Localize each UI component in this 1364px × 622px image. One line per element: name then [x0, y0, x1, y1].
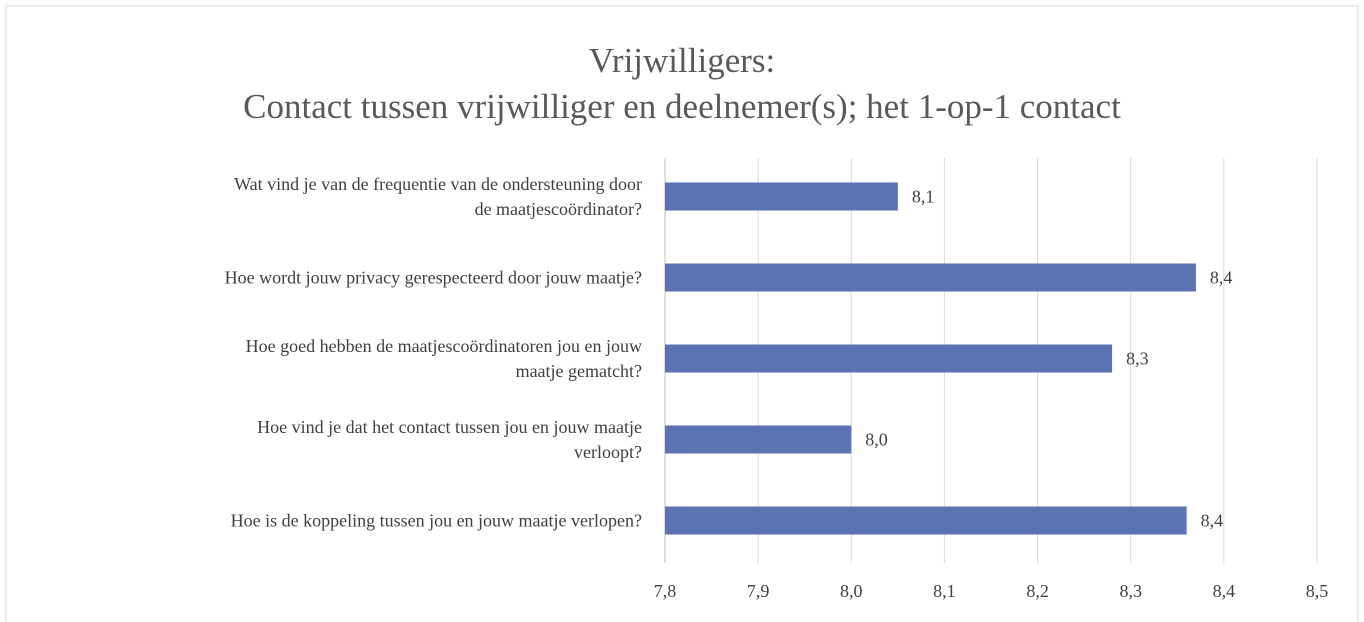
- bar: [665, 263, 1196, 292]
- bar: [665, 425, 852, 454]
- bar: [665, 344, 1113, 373]
- x-tick-label: 8,5: [1306, 581, 1329, 601]
- data-label: 8,3: [1126, 349, 1149, 369]
- data-label: 8,1: [912, 187, 935, 207]
- y-tick-label: Hoe is de koppeling tussen jou en jouw m…: [230, 510, 642, 530]
- y-tick-label: Hoe goed hebben de maatjescoördinatoren …: [245, 335, 642, 381]
- x-tick-label: 8,1: [933, 581, 956, 601]
- chart-title: Vrijwilligers: Contact tussen vrijwillig…: [243, 41, 1121, 126]
- x-tick-label: 7,9: [747, 581, 770, 601]
- x-tick-label: 8,3: [1119, 581, 1142, 601]
- x-tick-label: 7,8: [654, 581, 677, 601]
- x-tick-label: 8,4: [1213, 581, 1236, 601]
- bar: [665, 182, 898, 211]
- x-tick-label: 8,0: [840, 581, 863, 601]
- data-label: 8,4: [1201, 511, 1224, 531]
- y-tick-label: Wat vind je van de frequentie van de ond…: [234, 173, 642, 219]
- y-tick-label: Hoe wordt jouw privacy gerespecteerd doo…: [224, 267, 642, 287]
- x-tick-label: 8,2: [1026, 581, 1049, 601]
- data-label: 8,0: [865, 430, 888, 450]
- data-label: 8,4: [1210, 268, 1233, 288]
- y-tick-label: Hoe vind je dat het contact tussen jou e…: [257, 416, 642, 462]
- chart-border: [5, 5, 1359, 622]
- bar: [665, 506, 1187, 535]
